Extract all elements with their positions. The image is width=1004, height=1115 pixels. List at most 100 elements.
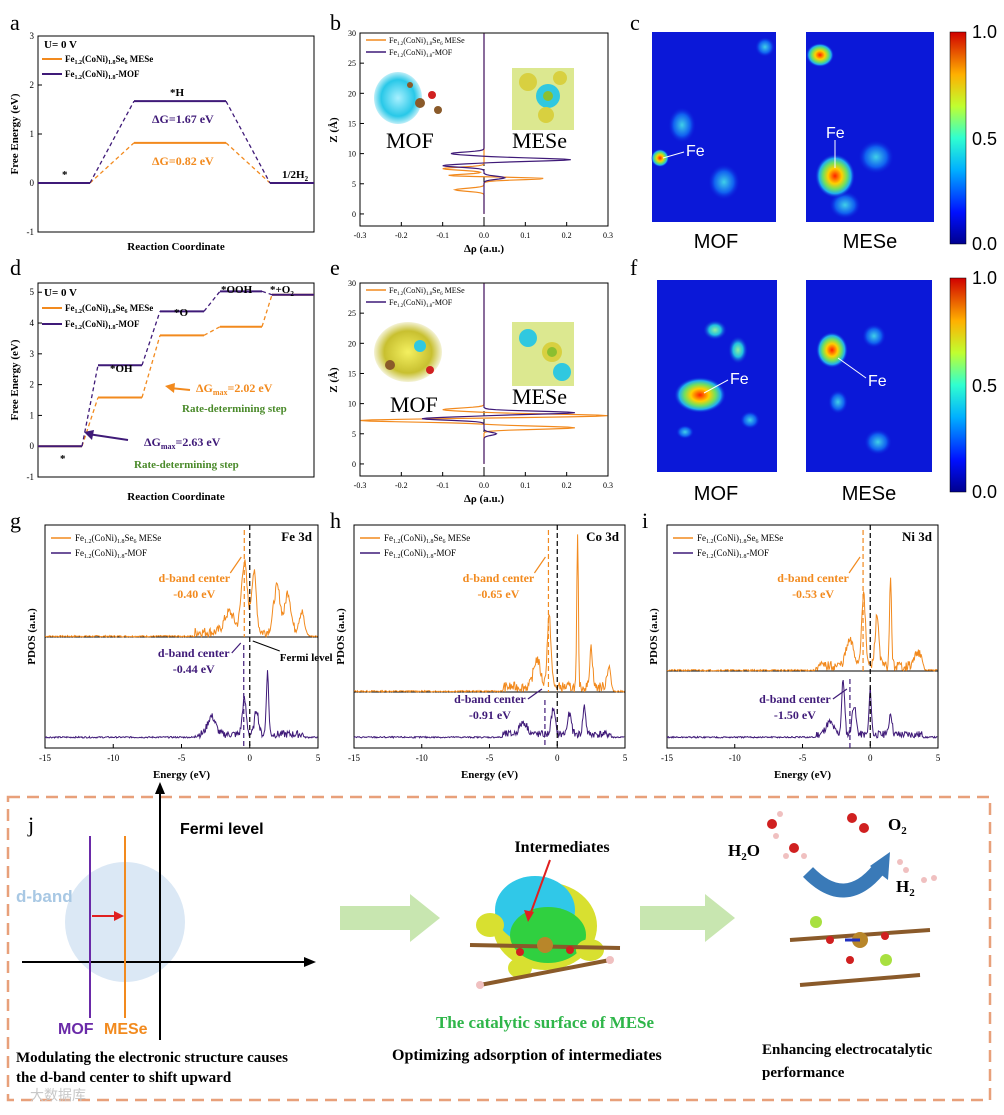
- h2o-label: H2O: [728, 841, 760, 863]
- x-tick-label: 0: [868, 753, 873, 763]
- label-mese: MESe: [843, 231, 897, 253]
- x-axis-label: Reaction Coordinate: [127, 241, 225, 253]
- scale-mid: 0.5: [972, 376, 997, 396]
- catalyst-structure-image: [789, 916, 931, 987]
- legend-mof: Fe1.2(CoNi)1.8-MOF: [75, 548, 147, 560]
- y-tick-label: -1: [27, 472, 35, 482]
- connector-0-1: [225, 142, 271, 184]
- x-tick-label: 0.2: [562, 481, 572, 490]
- panel-letter: b: [330, 10, 341, 35]
- panel-i: i -15 -10 -5 0 5 Energy (eV) PDOS (a.u.) Ni 3d Fe…: [642, 508, 941, 781]
- rds-mof: Rate-determining step: [134, 459, 239, 471]
- legend-mof: Fe1.2(CoNi)1.8-MOF: [65, 69, 140, 81]
- pdos-curve-mese: [353, 534, 625, 694]
- h2-label: H2: [896, 877, 915, 899]
- x-axis-label: Energy (eV): [461, 769, 518, 781]
- x-tick-label: 0.1: [520, 231, 530, 240]
- panel-h: h -15 -10 -5 0 5 Energy (eV) PDOS (a.u.) Co 3d Fe…: [330, 508, 628, 781]
- x-tick-label: -0.2: [395, 231, 408, 240]
- pdos-curve-mese: [666, 577, 938, 672]
- y-tick-label: 0: [352, 460, 356, 469]
- x-tick-label: 0.0: [479, 231, 489, 240]
- panel-letter: a: [10, 10, 20, 35]
- connector-0-0: [81, 397, 99, 447]
- y-axis-label: PDOS (a.u.): [26, 608, 38, 665]
- y-axis-label: Z (Å): [328, 117, 340, 143]
- dband-value-mof: -0.91 eV: [469, 708, 511, 722]
- mese-label: MESe: [104, 1021, 148, 1038]
- caption-modulating-line2: the d-band center to shift upward: [16, 1070, 232, 1086]
- y-tick-label: 20: [348, 89, 356, 98]
- y-axis-label: PDOS (a.u.): [335, 608, 347, 665]
- legend-mese: Fe1.2(CoNi)1.8Se6 MESe: [75, 533, 161, 545]
- y-tick-label: -1: [27, 227, 35, 237]
- elf-map-mof: [657, 280, 777, 472]
- legend-mese: Fe1.2(CoNi)1.8Se6 MESe: [697, 533, 783, 545]
- x-tick-label: 0: [248, 753, 253, 763]
- x-tick-label: -0.2: [395, 481, 408, 490]
- dband-arrow-mese: [533, 556, 546, 574]
- y-tick-label: 15: [348, 119, 356, 128]
- x-axis-label: Δρ (a.u.): [464, 243, 504, 255]
- arrow-mof: [87, 433, 129, 441]
- cycle-arrow: [802, 865, 884, 898]
- x-axis-label: Energy (eV): [774, 769, 831, 781]
- connector-0-0: [89, 142, 135, 184]
- fe-hotspot: [651, 149, 669, 167]
- y-axis-ticks: -1 0 1 2 3 4 5: [27, 287, 42, 482]
- y-axis-label: Free Energy (eV): [9, 93, 21, 174]
- x-tick-label: 0.1: [520, 481, 530, 490]
- scale-max: 1.0: [972, 268, 997, 288]
- panel-letter: g: [10, 508, 21, 533]
- legend-mese: Fe1.2(CoNi)1.8Se6 MESe: [65, 303, 153, 315]
- dband-arrow-mese: [848, 556, 861, 574]
- connector-1-3: [261, 290, 273, 296]
- fermi-arrow: [252, 640, 280, 652]
- x-tick-label: -0.1: [436, 231, 449, 240]
- energy-lines: [38, 100, 314, 184]
- state-star: *: [62, 169, 68, 181]
- connector-1-2: [203, 290, 221, 312]
- y-tick-label: 0: [30, 441, 35, 451]
- pdos-curve-mof: [666, 679, 938, 739]
- condition-label: U= 0 V: [44, 287, 77, 299]
- pdos-curve-mese: [44, 559, 318, 639]
- x-tick-label: -5: [178, 753, 186, 763]
- y-tick-label: 25: [348, 59, 356, 68]
- fe-label: Fe: [686, 143, 705, 160]
- x-tick-label: -10: [729, 753, 741, 763]
- x-tick-label: 0: [555, 753, 560, 763]
- o2-label: O2: [888, 815, 907, 837]
- orbital-title: Ni 3d: [902, 529, 933, 544]
- dband-label-mof: d-band center: [454, 692, 526, 706]
- x-tick-label: 5: [623, 753, 628, 763]
- caption-optimizing: Optimizing adsorption of intermediates: [392, 1047, 662, 1064]
- panel-f: f Fe Fe MOF MESe 1.0 0.5 0.0: [630, 255, 997, 505]
- fe-label: Fe: [868, 373, 887, 390]
- connector-0-2: [203, 326, 221, 336]
- dband-label-mese: d-band center: [463, 571, 535, 585]
- color-scale-bar: [949, 31, 967, 245]
- panel-g: g -15 -10 -5 0 5 Energy (eV) PDOS (a.u.) Fe 3d Fe…: [10, 508, 333, 781]
- mese-charge-density-image: [512, 68, 574, 130]
- state-star: *: [60, 453, 66, 465]
- dband-value-mese: -0.40 eV: [173, 587, 215, 601]
- panel-b: b -0.3 -0.2 -0.1 0.0 0.1 0.2 0.3 0 5 10 15 20 25 30 F…: [328, 10, 613, 255]
- label-mof: MOF: [386, 128, 434, 153]
- y-tick-label: 1: [30, 129, 35, 139]
- panel-letter: i: [642, 508, 648, 533]
- state-h2: 1/2H2: [282, 169, 309, 183]
- x-tick-label: 0.3: [603, 481, 613, 490]
- h2-molecules: [897, 859, 937, 883]
- x-axis-label: Energy (eV): [153, 769, 210, 781]
- panel-a: a -1 0 1 2 3 U= 0 V Fe1.2(CoNi)1.8Se6 MESe F…: [9, 10, 315, 253]
- panel-c: c Fe Fe MOF MESe 1.0 0.5 0.0: [630, 10, 997, 254]
- intermediates-adsorption-image: [469, 876, 621, 989]
- label-mese: MESe: [512, 384, 567, 409]
- panel-letter: c: [630, 10, 640, 35]
- delta-g-mof: ΔG=1.67 eV: [152, 112, 214, 126]
- legend-mese: Fe1.2(CoNi)1.8Se6 MESe: [65, 54, 153, 66]
- y-tick-label: 10: [348, 150, 356, 159]
- o2-molecule: [847, 813, 869, 833]
- charge-curves: [442, 33, 571, 214]
